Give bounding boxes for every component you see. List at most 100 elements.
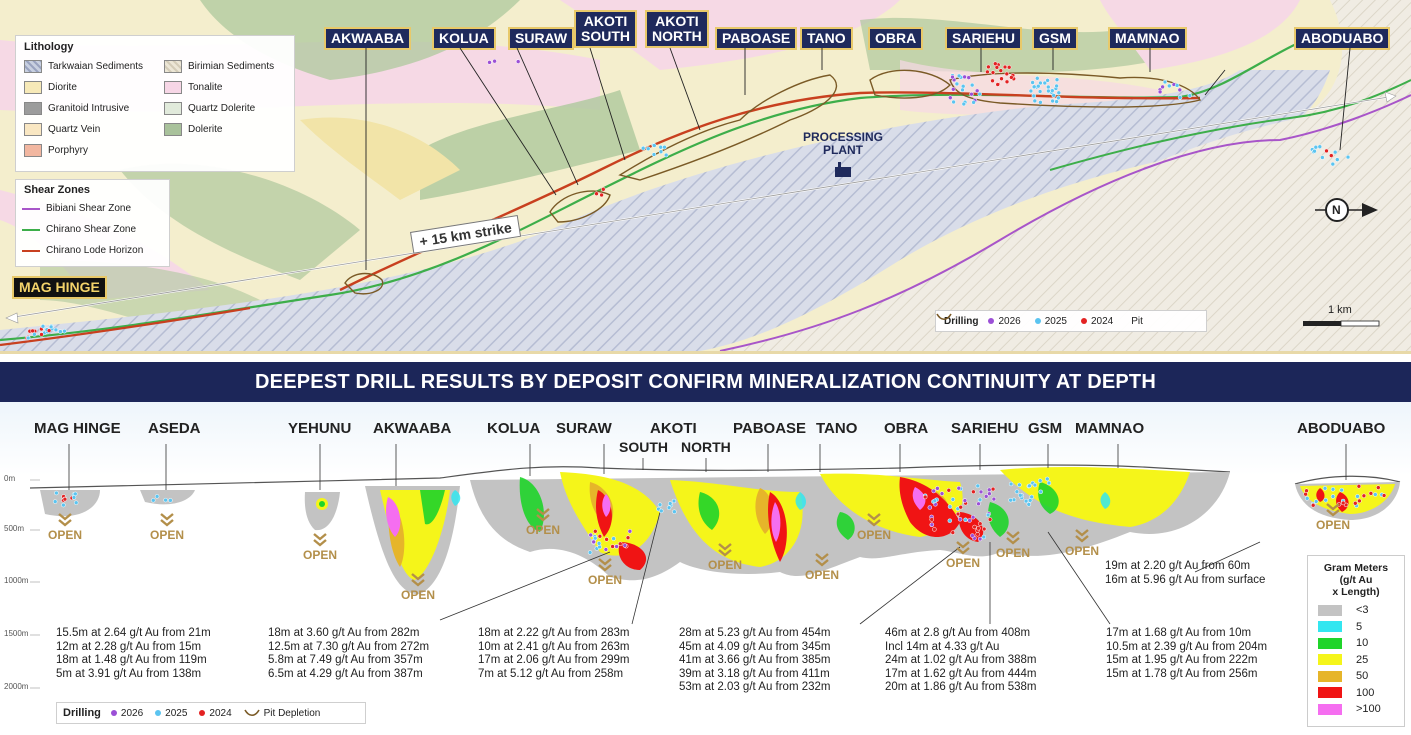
- gram-meters-swatch: [1318, 637, 1342, 649]
- drill-hole-dot: [929, 522, 935, 527]
- drill-hole-dot: [592, 535, 598, 541]
- chevron-down-icon: [1006, 531, 1020, 545]
- drill-hole-dot: [1032, 482, 1038, 488]
- drill-hole-dot: [1004, 71, 1010, 77]
- drill-hole-dot: [666, 505, 672, 510]
- open-label: OPEN: [945, 556, 980, 570]
- result-line: 6.5m at 4.29 g/t Au from 387m: [268, 667, 423, 680]
- drill-hole-dot: [990, 70, 996, 75]
- long-section-plot: [29, 444, 1401, 689]
- drill-hole-dot: [1054, 77, 1060, 82]
- drill-hole-dot: [154, 494, 160, 499]
- section-name-paboase: PABOASE: [733, 420, 807, 437]
- drill-hole-dot: [935, 486, 940, 491]
- lithology-item-label: Quartz Vein: [48, 124, 101, 135]
- drill-hole-dot: [604, 537, 609, 542]
- drill-hole-dot: [987, 491, 992, 496]
- section-name-aseda: ASEDA: [148, 420, 201, 437]
- drill-hole-dot: [950, 497, 956, 502]
- drill-hole-dot: [999, 76, 1004, 81]
- open-marker: OPEN: [580, 557, 630, 587]
- drill-hole-dot: [515, 59, 521, 64]
- drill-dots-layer: [24, 58, 1351, 341]
- drill-hole-dot: [931, 488, 936, 494]
- open-label: OPEN: [302, 548, 337, 562]
- lithology-swatch: [164, 123, 182, 136]
- open-marker: OPEN: [1057, 528, 1107, 558]
- lithology-item-label: Porphyry: [48, 145, 89, 156]
- drilling-legend-label: Pit: [1131, 315, 1143, 327]
- lithology-swatch: [24, 60, 42, 73]
- result-line: 5m at 3.91 g/t Au from 138m: [56, 667, 202, 680]
- shear-zone-label: Chirano Shear Zone: [46, 224, 137, 235]
- drill-hole-dot: [151, 498, 156, 503]
- deposit-label-obra: OBRA: [868, 27, 924, 50]
- drill-hole-dot: [1312, 148, 1317, 154]
- gram-meters-items: <3 5 10 25 50 100 >100: [1318, 602, 1404, 718]
- drill-hole-dot: [991, 496, 997, 502]
- chevron-down-icon: [867, 513, 881, 527]
- drill-hole-dot: [1329, 153, 1334, 158]
- depth-tick-1000: 1000m: [4, 576, 29, 585]
- gram-meters-swatch: [1318, 670, 1342, 682]
- section-name-south: SOUTH: [619, 439, 668, 455]
- drill-hole-dot: [640, 146, 646, 151]
- open-marker: OPEN: [988, 530, 1038, 560]
- drill-hole-dot: [1330, 161, 1336, 167]
- drill-hole-dot: [1361, 493, 1367, 499]
- drill-hole-dot: [599, 192, 604, 198]
- open-marker: OPEN: [142, 512, 192, 542]
- drill-hole-dot: [971, 489, 976, 495]
- drill-hole-dot: [1313, 144, 1319, 150]
- deposit-label-paboase: PABOASE: [715, 27, 798, 50]
- open-marker: OPEN: [1308, 502, 1358, 532]
- chevron-down-icon: [815, 553, 829, 567]
- drill-hole-dot: [975, 483, 981, 489]
- open-label: OPEN: [47, 528, 82, 542]
- gram-meters-item: 5: [1318, 619, 1404, 636]
- drill-hole-dot: [587, 550, 593, 555]
- long-section: 0m 500m 1000m 1500m 2000m MAG HINGE ASED…: [0, 402, 1411, 735]
- drilling-legend-item: 2026: [110, 708, 143, 719]
- drill-dot-icon: [199, 710, 206, 716]
- gram-meters-title: Gram Meters (g/t Au x Length): [1323, 562, 1389, 598]
- results-mag-hinge: 15.5m at 2.64 g/t Au from 21m 12m at 2.28…: [56, 627, 211, 681]
- result-line: 18m at 1.48 g/t Au from 119m: [56, 654, 207, 666]
- gram-meters-swatch: [1318, 604, 1342, 616]
- section-name-mag-hinge: MAG HINGE: [34, 420, 121, 437]
- north-label: N: [1332, 203, 1341, 217]
- depth-tick-2000: 2000m: [4, 682, 29, 691]
- drill-hole-dot: [627, 529, 633, 534]
- drilling-legend-label: 2024: [209, 707, 232, 719]
- deposit-label-gsm: GSM: [1032, 27, 1078, 50]
- drill-hole-dot: [1056, 95, 1061, 101]
- drill-hole-dot: [970, 533, 975, 538]
- drill-hole-dot: [1324, 148, 1329, 154]
- drill-hole-dot: [972, 524, 977, 530]
- deposit-label-akoti-north: AKOTI NORTH: [645, 10, 709, 48]
- lithology-item-label: Tonalite: [188, 82, 223, 93]
- drill-hole-dot: [40, 324, 46, 329]
- result-line: 17m at 2.06 g/t Au from 299m: [478, 654, 630, 666]
- drill-hole-dot: [1009, 75, 1014, 80]
- deposit-label-aboduabo: ABODUABO: [1294, 27, 1391, 50]
- open-marker: OPEN: [393, 572, 443, 602]
- drill-hole-dot: [625, 535, 631, 540]
- chevron-down-icon: [58, 513, 72, 527]
- drill-hole-dot: [951, 87, 956, 92]
- drill-hole-dot: [663, 152, 669, 158]
- section-drilling-title: Drilling: [63, 707, 101, 719]
- drill-hole-dot: [492, 58, 497, 64]
- drilling-legend-label: 2024: [1090, 315, 1114, 327]
- drill-hole-dot: [957, 517, 963, 522]
- deposit-label-tano: TANO: [800, 27, 853, 50]
- drill-hole-dot: [1353, 501, 1358, 506]
- gram-meters-swatch: [1318, 687, 1342, 699]
- lithology-swatch: [24, 81, 42, 94]
- result-line: 12m at 2.28 g/t Au from 15m: [56, 640, 202, 653]
- section-name-kolua: KOLUA: [487, 420, 541, 437]
- drill-hole-dot: [30, 328, 35, 334]
- drilling-legend-item: 2025: [1034, 316, 1067, 327]
- drill-hole-dot: [168, 498, 173, 503]
- open-label: OPEN: [587, 573, 622, 587]
